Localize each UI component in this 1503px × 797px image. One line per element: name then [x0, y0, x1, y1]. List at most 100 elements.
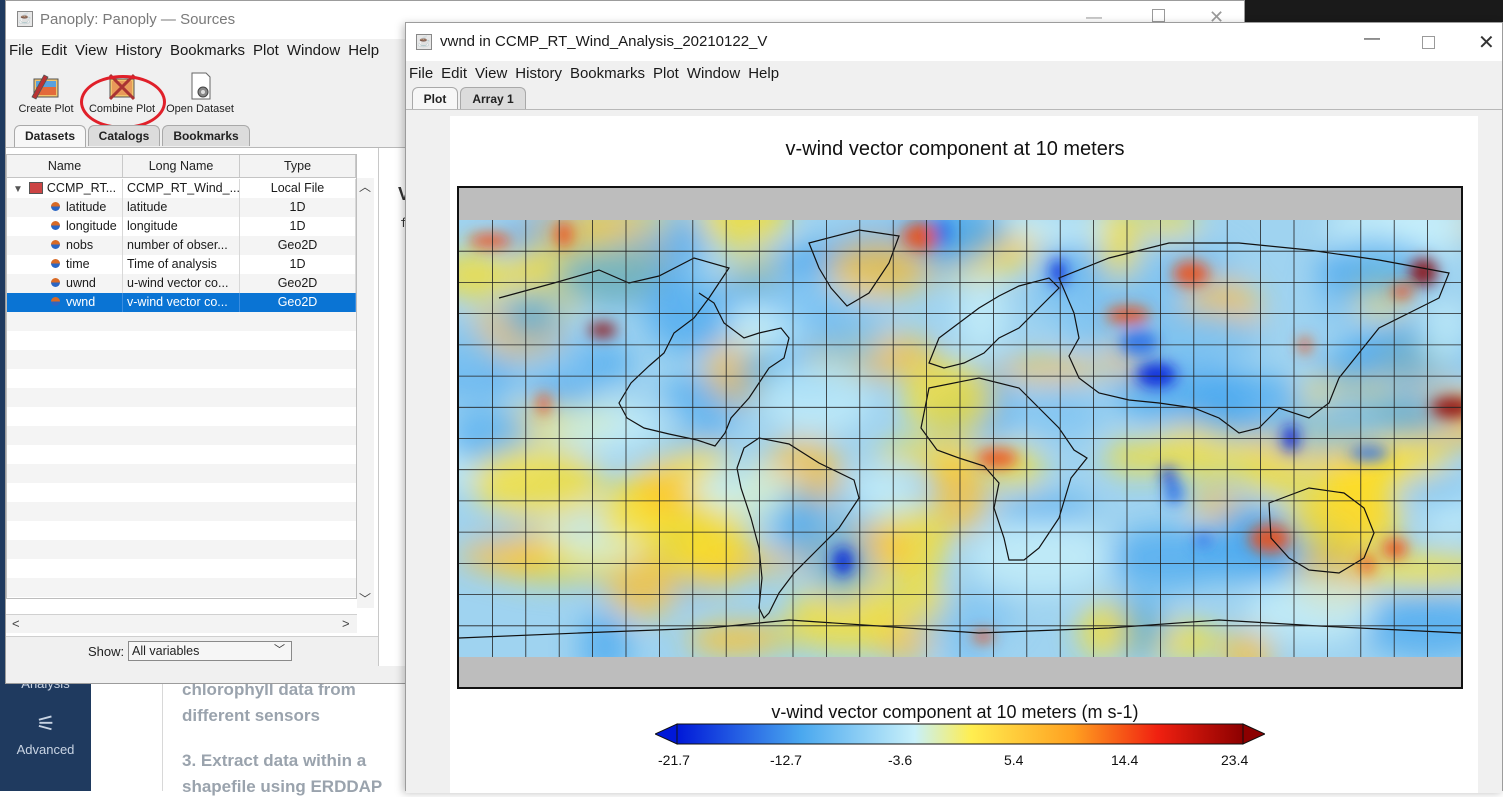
- row-long-name: u-wind vector co...: [123, 274, 240, 293]
- wind-extreme: [1161, 467, 1176, 483]
- menu-view[interactable]: View: [75, 42, 108, 59]
- wind-blob: [848, 468, 916, 516]
- plot-titlebar[interactable]: ☕ vwnd in CCMP_RT_Wind_Analysis_20210122…: [406, 23, 1502, 61]
- column-header-type[interactable]: Type: [240, 155, 356, 177]
- wind-blob: [1113, 360, 1250, 425]
- row-type: 1D: [240, 198, 356, 217]
- menu-plot[interactable]: Plot: [652, 65, 679, 82]
- minimize-icon[interactable]: —: [1086, 9, 1102, 26]
- wind-extreme: [1136, 362, 1177, 388]
- variable-icon: [51, 259, 60, 269]
- menu-plot[interactable]: Plot: [252, 42, 279, 59]
- empty-table-row: [7, 369, 356, 388]
- chevron-up-icon[interactable]: ︿: [359, 180, 372, 194]
- wind-field-extremes: [469, 218, 1461, 643]
- table-row[interactable]: longitude longitude 1D: [7, 217, 356, 236]
- menu-bookmarks[interactable]: Bookmarks: [569, 65, 645, 82]
- table-row[interactable]: time Time of analysis 1D: [7, 255, 356, 274]
- empty-table-row: [7, 388, 356, 407]
- split-divider[interactable]: [378, 148, 379, 666]
- sliders-icon[interactable]: ⚟: [36, 711, 56, 736]
- expand-triangle-icon[interactable]: ▼: [13, 184, 23, 195]
- variable-icon: [51, 278, 60, 288]
- menu-view[interactable]: View: [475, 65, 508, 82]
- details-fragment-2: f: [400, 216, 408, 230]
- column-header-name[interactable]: Name: [7, 155, 123, 177]
- create-plot-button[interactable]: Create Plot: [6, 69, 86, 121]
- chevron-left-icon[interactable]: <: [12, 616, 20, 631]
- coast-europe: [928, 277, 1060, 369]
- content-link[interactable]: 3. Extract data within a: [182, 751, 367, 770]
- variable-icon: [51, 202, 60, 212]
- open-dataset-button[interactable]: Open Dataset: [160, 69, 240, 121]
- red-highlight-circle: [80, 75, 166, 129]
- row-long-name: latitude: [123, 198, 240, 217]
- maximize-icon[interactable]: [1152, 9, 1165, 22]
- tab-array-1[interactable]: Array 1: [460, 87, 526, 109]
- show-select[interactable]: All variables ﹀: [128, 641, 292, 661]
- wind-blob: [999, 496, 1094, 522]
- wind-extreme: [1172, 260, 1210, 287]
- menu-window[interactable]: Window: [286, 42, 341, 59]
- horizontal-scrollbar[interactable]: < >: [6, 614, 357, 633]
- sidebar-item-advanced[interactable]: Advanced: [16, 742, 75, 757]
- table-row-selected[interactable]: vwnd v-wind vector co... Geo2D: [7, 293, 356, 312]
- chevron-down-icon[interactable]: ﹀: [359, 592, 372, 606]
- wind-blob: [699, 465, 800, 516]
- content-link[interactable]: shapefile using ERDDAP: [182, 777, 383, 796]
- wind-blob: [580, 343, 633, 383]
- tab-catalogs[interactable]: Catalogs: [88, 125, 160, 146]
- colorbar-tick-label: 23.4: [1221, 752, 1249, 768]
- menu-file[interactable]: File: [409, 65, 434, 82]
- empty-table-row: [7, 559, 356, 578]
- wind-blob: [1098, 223, 1140, 278]
- tab-datasets[interactable]: Datasets: [14, 125, 86, 147]
- chevron-right-icon[interactable]: >: [342, 616, 350, 631]
- sources-tabs: Datasets Catalogs Bookmarks: [10, 125, 390, 147]
- wind-blob: [554, 246, 685, 307]
- column-header-long-name[interactable]: Long Name: [123, 155, 240, 177]
- wind-extreme: [1106, 306, 1150, 324]
- empty-table-row: [7, 521, 356, 540]
- nodata-band-top: [459, 188, 1461, 220]
- datasets-panel: Name Long Name Type ▼ CCMP_RT... CCMP_RT_…: [6, 147, 410, 667]
- datasets-table: Name Long Name Type ▼ CCMP_RT... CCMP_RT_…: [6, 154, 357, 599]
- table-row[interactable]: latitude latitude 1D: [7, 198, 356, 217]
- menu-history[interactable]: History: [115, 42, 162, 59]
- world-map[interactable]: [457, 186, 1463, 689]
- wind-blob: [683, 416, 732, 445]
- dataset-row[interactable]: ▼ CCMP_RT... CCMP_RT_Wind_... Local File: [7, 179, 356, 198]
- wind-blob: [1355, 552, 1461, 587]
- colorbar-tick-label: 5.4: [1004, 752, 1024, 768]
- menu-help[interactable]: Help: [348, 42, 380, 59]
- table-row[interactable]: uwnd u-wind vector co... Geo2D: [7, 274, 356, 293]
- tab-plot[interactable]: Plot: [412, 87, 458, 109]
- wind-blob: [874, 440, 989, 467]
- row-type: Geo2D: [240, 274, 356, 293]
- wind-extreme: [1382, 538, 1408, 559]
- create-plot-label: Create Plot: [18, 103, 74, 115]
- menu-window[interactable]: Window: [686, 65, 741, 82]
- dataset-type: Local File: [240, 179, 356, 198]
- menu-edit[interactable]: Edit: [441, 65, 468, 82]
- row-long-name: number of obser...: [123, 236, 240, 255]
- wind-blob: [1007, 216, 1115, 245]
- coast-greenland: [808, 229, 900, 307]
- menu-file[interactable]: File: [9, 42, 34, 59]
- menu-history[interactable]: History: [515, 65, 562, 82]
- menu-help[interactable]: Help: [748, 65, 780, 82]
- table-row[interactable]: nobs number of obser... Geo2D: [7, 236, 356, 255]
- maximize-icon[interactable]: [1422, 36, 1435, 49]
- wind-extreme: [902, 222, 942, 251]
- menu-edit[interactable]: Edit: [41, 42, 68, 59]
- minimize-icon[interactable]: —: [1364, 30, 1380, 47]
- colorbar: [655, 723, 1265, 745]
- menu-bookmarks[interactable]: Bookmarks: [169, 42, 245, 59]
- close-icon[interactable]: ✕: [1478, 32, 1495, 54]
- wind-extreme: [1391, 284, 1413, 299]
- dataset-name: CCMP_RT...: [46, 181, 117, 195]
- wind-extreme: [588, 322, 617, 338]
- tab-bookmarks[interactable]: Bookmarks: [162, 125, 250, 146]
- vertical-scrollbar[interactable]: ︿ ﹀: [357, 178, 374, 608]
- java-app-icon: ☕: [416, 34, 432, 50]
